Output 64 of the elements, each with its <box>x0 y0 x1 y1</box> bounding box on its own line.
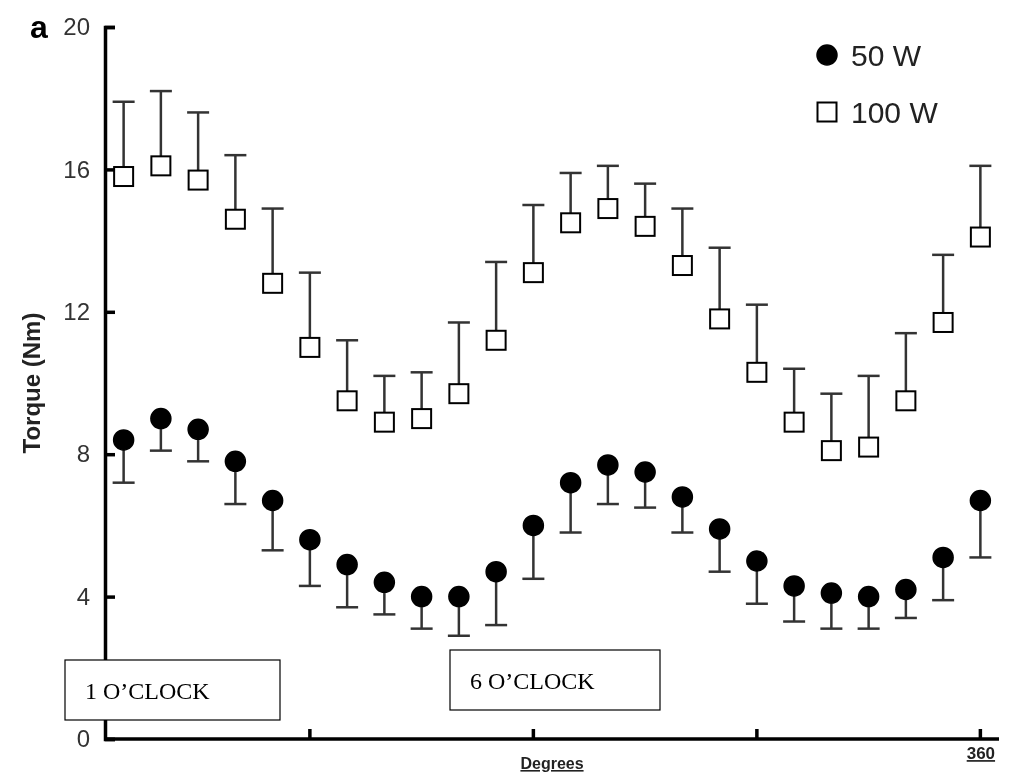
point <box>410 585 433 608</box>
x-tick-label: 360 <box>966 744 996 764</box>
legend-label: 100 W <box>851 95 939 129</box>
point <box>671 255 693 277</box>
point <box>932 546 954 569</box>
point <box>150 407 172 430</box>
point <box>522 262 544 284</box>
point <box>187 169 209 191</box>
point <box>708 518 731 540</box>
y-tick-label: 4 <box>76 582 90 610</box>
point <box>150 155 172 177</box>
point <box>299 528 321 551</box>
point <box>299 336 321 358</box>
point <box>261 489 284 512</box>
point <box>112 429 135 451</box>
point <box>559 471 582 494</box>
x-axis-title: Degrees <box>520 755 584 772</box>
point <box>746 361 768 383</box>
point <box>485 329 507 351</box>
note-box: 1 O’CLOCK <box>64 659 281 721</box>
point <box>597 198 619 220</box>
point <box>969 226 991 248</box>
point <box>187 418 209 441</box>
point <box>373 411 395 433</box>
point <box>224 208 246 230</box>
point <box>336 390 358 412</box>
point <box>783 575 805 597</box>
y-tick-label: 12 <box>63 297 90 325</box>
y-tick-label: 8 <box>76 440 90 468</box>
point <box>895 578 917 601</box>
point <box>783 411 805 433</box>
point <box>820 582 843 604</box>
point <box>373 571 396 594</box>
point <box>448 383 470 405</box>
legend-label: 50 W <box>851 38 922 72</box>
point <box>522 514 545 537</box>
point <box>485 560 507 583</box>
point <box>895 390 917 412</box>
chart-title: a <box>30 9 48 45</box>
annotation: 1 O’CLOCK <box>85 677 211 704</box>
point <box>336 553 358 576</box>
point <box>262 272 284 294</box>
point <box>746 550 768 572</box>
point <box>858 436 880 458</box>
point <box>597 454 619 476</box>
point <box>113 166 135 188</box>
y-tick-label: 20 <box>63 13 90 41</box>
point <box>820 440 842 462</box>
y-tick-label: 0 <box>76 725 90 753</box>
point <box>560 212 582 234</box>
point <box>448 585 470 608</box>
point <box>709 308 731 330</box>
point <box>932 311 954 333</box>
point <box>411 408 433 430</box>
point <box>634 215 656 237</box>
point <box>634 461 656 483</box>
annotation: 6 O’CLOCK <box>470 667 596 694</box>
y-axis-title: Torque (Nm) <box>18 312 45 454</box>
point <box>224 450 247 473</box>
note-box: 6 O’CLOCK <box>449 649 661 711</box>
y-tick-label: 16 <box>63 155 90 183</box>
point <box>857 585 880 608</box>
point <box>671 486 694 508</box>
point <box>969 489 992 512</box>
